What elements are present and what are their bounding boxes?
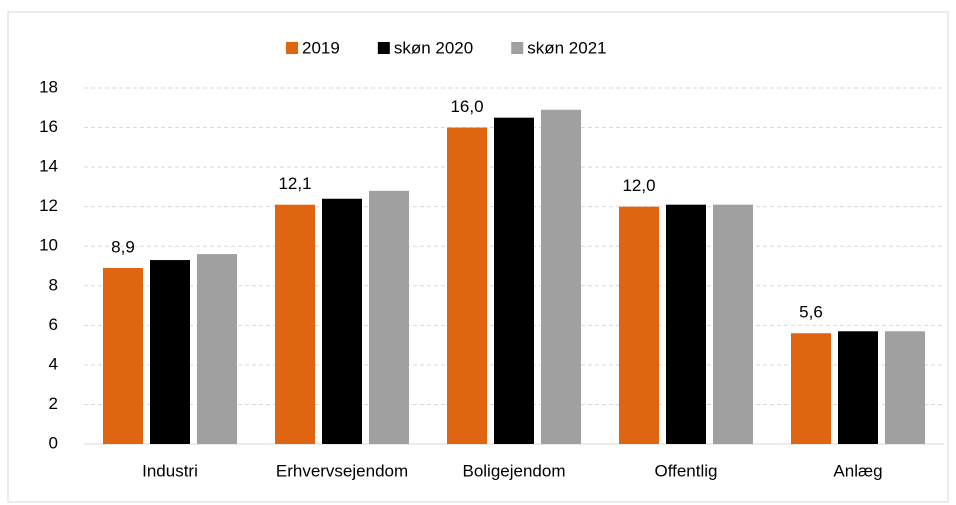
legend-label: 2019 [302,38,340,57]
legend-swatch [286,42,298,54]
bar [791,333,831,444]
y-tick-label: 4 [49,354,58,373]
bar [541,109,581,444]
y-tick-label: 16 [39,117,58,136]
bar [619,206,659,444]
data-label: 16,0 [450,97,483,116]
y-tick-label: 18 [39,77,58,96]
y-tick-label: 0 [49,433,58,452]
x-tick-label: Anlæg [833,461,882,480]
bar [275,204,315,444]
y-tick-label: 12 [39,196,58,215]
legend-swatch [511,42,524,54]
bar [838,331,878,444]
x-tick-label: Offentlig [654,461,717,480]
bar [369,190,409,444]
y-tick-label: 6 [49,315,58,334]
x-tick-label: Erhvervsejendom [276,461,408,480]
y-tick-label: 10 [39,236,58,255]
data-label: 8,9 [111,237,135,256]
x-tick-label: Boligejendom [462,461,565,480]
bar [666,204,706,444]
bar [103,267,143,444]
bar [494,117,534,445]
y-tick-label: 8 [49,275,58,294]
bar [713,204,753,444]
legend-label: skøn 2020 [394,38,473,57]
legend-swatch [377,42,390,54]
bar [150,260,190,444]
y-tick-label: 2 [49,394,58,413]
y-tick-label: 14 [39,157,58,176]
legend-label: skøn 2021 [527,38,606,57]
bar [447,127,487,445]
x-tick-label: Industri [142,461,198,480]
data-label: 5,6 [799,303,823,322]
data-label: 12,0 [622,176,655,195]
bar [197,254,237,444]
data-label: 12,1 [278,174,311,193]
bar [885,331,925,444]
bar [322,198,362,444]
